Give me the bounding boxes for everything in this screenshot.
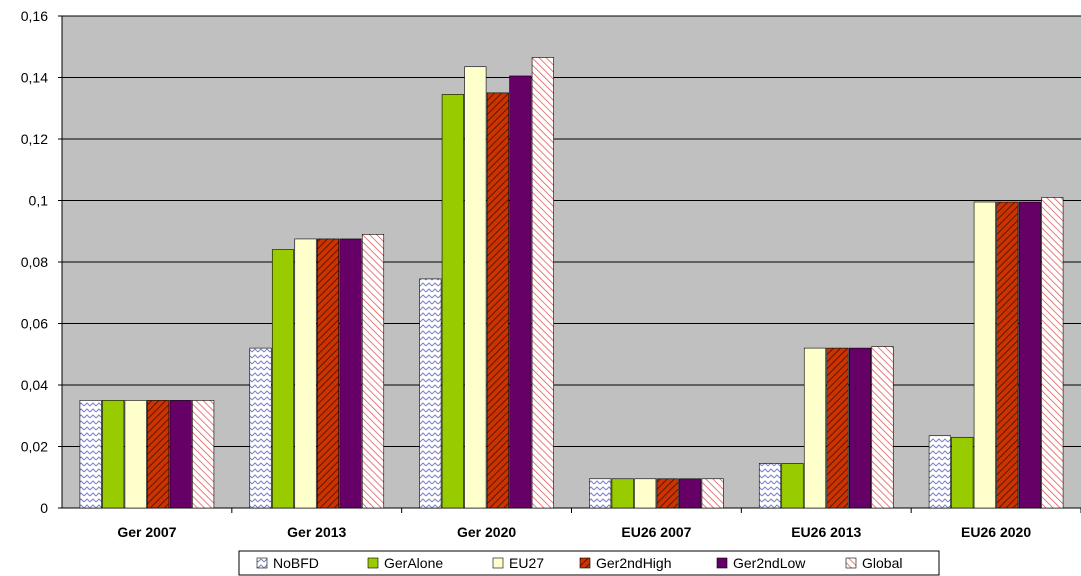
bar-nobfd-1	[249, 347, 272, 509]
y-tick-label: 0,04	[21, 377, 48, 393]
bar-nobfd-2	[419, 278, 442, 509]
x-category-label: EU26 2013	[791, 524, 861, 540]
x-category-label: Ger 2007	[117, 524, 176, 540]
x-category-label: EU26 2007	[621, 524, 691, 540]
y-tick-label: 0,02	[21, 439, 48, 455]
y-tick-label: 0,14	[21, 70, 48, 86]
bars-group	[79, 57, 1081, 513]
bar-ger2ndhigh-4	[826, 347, 849, 509]
bar-nobfd-5	[928, 435, 951, 509]
bar-eu27-0	[124, 400, 147, 509]
y-tick-label: 0,1	[29, 193, 49, 209]
legend-label-ger2ndlow: Ger2ndLow	[733, 555, 806, 571]
legend-label-eu27: EU27	[509, 555, 544, 571]
bar-ger2ndhigh-2	[486, 92, 509, 509]
bar-eu27-2	[464, 66, 487, 509]
x-category-label: Ger 2013	[287, 524, 346, 540]
bar-ger2ndhigh-5	[996, 201, 1019, 509]
bar-geralone-2	[441, 94, 464, 509]
x-category-label: EU26 2020	[961, 524, 1031, 540]
y-axis-ticks: 0 0,02 0,04 0,06 0,08 0,1 0,12 0,14 0,16	[21, 8, 62, 516]
y-tick-label: 0	[40, 500, 48, 516]
legend-label-global: Global	[862, 555, 902, 571]
bar-ger2ndhigh-0	[147, 400, 170, 509]
bar-geralone-1	[271, 249, 295, 509]
bar-ger2ndlow-5	[1018, 201, 1041, 509]
legend-label-geralone: GerAlone	[384, 555, 443, 571]
legend-swatch-global	[845, 557, 857, 569]
bar-ger2ndlow-1	[339, 238, 362, 509]
bar-nobfd-0	[79, 400, 102, 509]
bar-global-3	[701, 478, 724, 509]
legend-swatch-nobfd	[256, 557, 268, 569]
bar-ger2ndhigh-3	[656, 478, 679, 509]
bar-geralone-5	[951, 436, 974, 509]
bar-global-5	[1041, 197, 1064, 509]
bar-nobfd-3	[589, 478, 612, 509]
bar-eu27-3	[634, 478, 657, 509]
bar-nobfd-4	[758, 463, 782, 509]
x-category-label: Ger 2020	[457, 524, 516, 540]
bar-global-1	[361, 234, 385, 509]
bar-global-2	[531, 57, 554, 509]
y-tick-label: 0,12	[21, 131, 48, 147]
bar-geralone-0	[102, 400, 125, 509]
legend-label-nobfd: NoBFD	[273, 555, 319, 571]
y-tick-label: 0,08	[21, 254, 48, 270]
legend: NoBFD GerAlone EU27 Ger2ndHigh Ger2ndLow Glob…	[238, 550, 940, 576]
bar-ger2ndlow-0	[169, 400, 192, 509]
legend-swatch-geralone	[367, 557, 379, 569]
bar-eu27-4	[803, 347, 827, 509]
legend-swatch-ger2ndhigh	[579, 557, 591, 569]
bar-ger2ndhigh-1	[316, 238, 340, 509]
bar-geralone-3	[611, 478, 634, 509]
bar-global-0	[192, 400, 215, 509]
bar-eu27-5	[973, 201, 996, 509]
bar-ger2ndlow-3	[679, 478, 702, 509]
legend-label-ger2ndhigh: Ger2ndHigh	[596, 555, 672, 571]
legend-swatch-ger2ndlow	[716, 557, 728, 569]
bar-global-4	[871, 346, 894, 509]
plot-area	[61, 15, 1081, 509]
legend-swatch-eu27	[492, 557, 504, 569]
bar-ger2ndlow-4	[848, 347, 872, 509]
y-tick-label: 0,16	[21, 8, 48, 24]
bar-ger2ndlow-2	[509, 75, 532, 509]
y-tick-label: 0,06	[21, 316, 48, 332]
x-axis-categories: Ger 2007 Ger 2013 Ger 2020 EU26 2007 EU26 20…	[117, 524, 1031, 540]
bar-geralone-4	[781, 463, 804, 509]
bar-eu27-1	[294, 238, 317, 509]
